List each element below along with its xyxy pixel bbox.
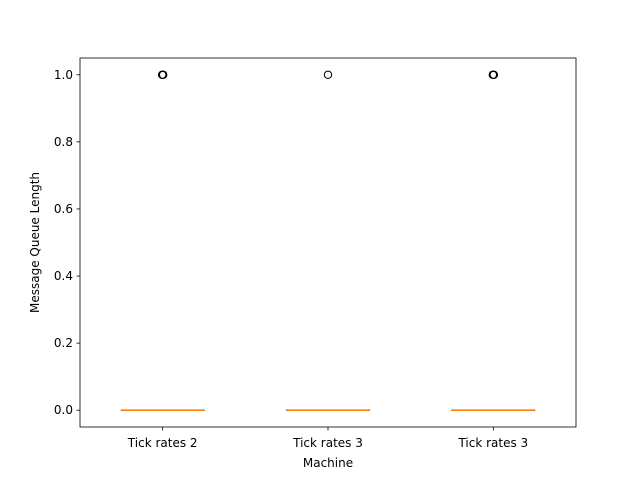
plot-area [79,57,577,428]
x-axis: Tick rates 2 Tick rates 3 Tick rates 3 [127,427,528,450]
x-tick-label: Tick rates 3 [457,436,528,450]
y-tick-label: 0.2 [54,336,73,350]
x-axis-label: Machine [303,456,353,470]
outlier-point [323,70,333,79]
y-tick-label: 1.0 [54,68,73,82]
x-tick-label: Tick rates 3 [292,436,363,450]
outlier-point [158,70,168,79]
box-group [120,70,205,412]
box-group [286,70,370,412]
y-axis: 0.0 0.2 0.4 0.6 0.8 1.0 [54,68,80,417]
x-tick-label: Tick rates 2 [127,436,198,450]
y-tick-label: 0.4 [54,269,73,283]
outlier-point [489,70,499,79]
y-tick-label: 0.6 [54,202,73,216]
y-tick-label: 0.8 [54,135,73,149]
boxes [120,70,536,412]
box-group [451,70,536,412]
y-tick-label: 0.0 [54,403,73,417]
y-axis-label: Message Queue Length [28,172,42,313]
